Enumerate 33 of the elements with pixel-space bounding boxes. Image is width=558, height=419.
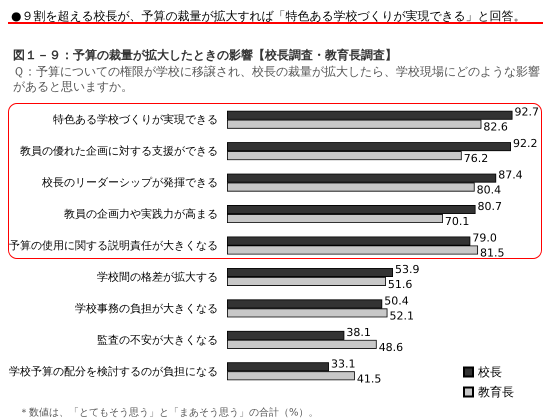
legend-label: 教育長 [478, 385, 514, 399]
y-tick-label: 教員の優れた企画に対する支援ができる [20, 144, 218, 158]
y-tick-label: 教員の企画力や実践力が高まる [64, 208, 218, 221]
y-tick-label: 監査の不安が大きくなる [97, 333, 218, 346]
data-label: 76.2 [464, 152, 488, 166]
y-tick-label: 学校事務の負担が大きくなる [75, 302, 218, 315]
data-label: 41.5 [356, 372, 382, 386]
data-label: 48.6 [378, 340, 404, 354]
y-tick-label: 学校間の格差が拡大する [97, 270, 218, 284]
data-label: 82.6 [483, 120, 508, 134]
legend-label: 校長 [477, 365, 502, 379]
data-label: 80.4 [476, 184, 502, 197]
chart-subtitle: 図１－９：予算の裁量が拡大したときの影響【校長調査・教育長調査】 [13, 48, 397, 62]
chart-title: ●９割を超える校長が、予算の裁量が拡大すれば「特色ある学校づくりが実現できる」と回答。 [11, 9, 526, 23]
data-label: 50.4 [384, 294, 409, 308]
data-label: 33.1 [330, 357, 356, 370]
text: Ｑ：予算についての権限が学校に移譲され、校長の裁量が拡大したら、学校現場にどのような影響があると思いますか。 [13, 64, 540, 94]
y-tick-label: 特色ある学校づくりが実現できる [53, 113, 218, 126]
data-label: 70.1 [444, 215, 470, 228]
y-tick-label: 校長のリーダーシップが発揮できる [41, 176, 218, 190]
y-tick-label: 予算の使用に関する説明責任が大きくなる [9, 239, 218, 252]
data-label: 92.2 [512, 137, 538, 150]
data-label: 92.7 [514, 106, 540, 119]
data-label: 38.1 [346, 326, 371, 339]
data-label: 80.7 [478, 200, 502, 214]
data-label: 87.4 [498, 168, 523, 182]
data-label: 81.5 [480, 246, 505, 260]
data-label: 51.6 [388, 278, 412, 291]
data-label: 53.9 [395, 262, 420, 276]
data-label: 52.1 [389, 309, 414, 322]
y-tick-label: 学校予算の配分を検討するのが負担になる [9, 364, 218, 378]
text: ＊数値は、「とてもそう思う」と「まあそう思う」の合計（%）。 [19, 406, 319, 418]
data-label: 79.0 [472, 232, 497, 244]
